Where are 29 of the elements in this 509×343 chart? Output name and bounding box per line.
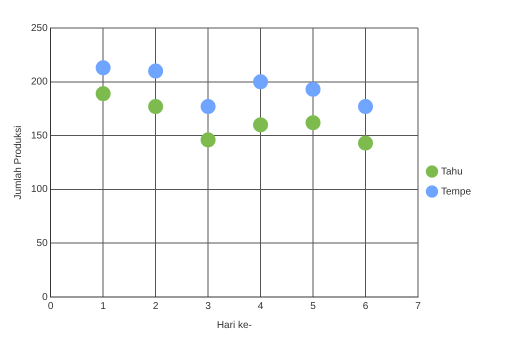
y-tick-label: 250 [30,22,48,34]
legend-label: Tahu [440,166,463,178]
point [306,115,321,130]
y-tick-label: 150 [30,130,48,142]
x-tick-label: 5 [310,300,316,312]
point [148,64,164,79]
point [200,132,216,148]
point [358,136,374,151]
point [306,82,321,97]
x-tick-label: 2 [152,300,159,312]
y-tick-label: 100 [30,184,48,196]
y-tick-label: 0 [42,292,48,303]
y-axis-title: Jumlah Produksi [12,126,24,200]
y-tick-label: 50 [36,238,48,249]
y-tick-label: 200 [30,76,48,88]
x-tick-label: 6 [362,300,369,312]
x-tick-label: 7 [415,300,422,312]
point [253,117,268,132]
point [96,60,111,76]
point [358,99,374,114]
x-tick-label: 4 [258,300,264,312]
x-tick-label: 1 [100,300,106,312]
legend-label: Tempe [440,186,472,198]
point [253,74,268,90]
point [148,99,164,114]
x-tick-label: 3 [205,300,212,312]
x-axis-title: Hari ke- [216,320,252,331]
point [96,86,111,102]
point [200,99,216,114]
